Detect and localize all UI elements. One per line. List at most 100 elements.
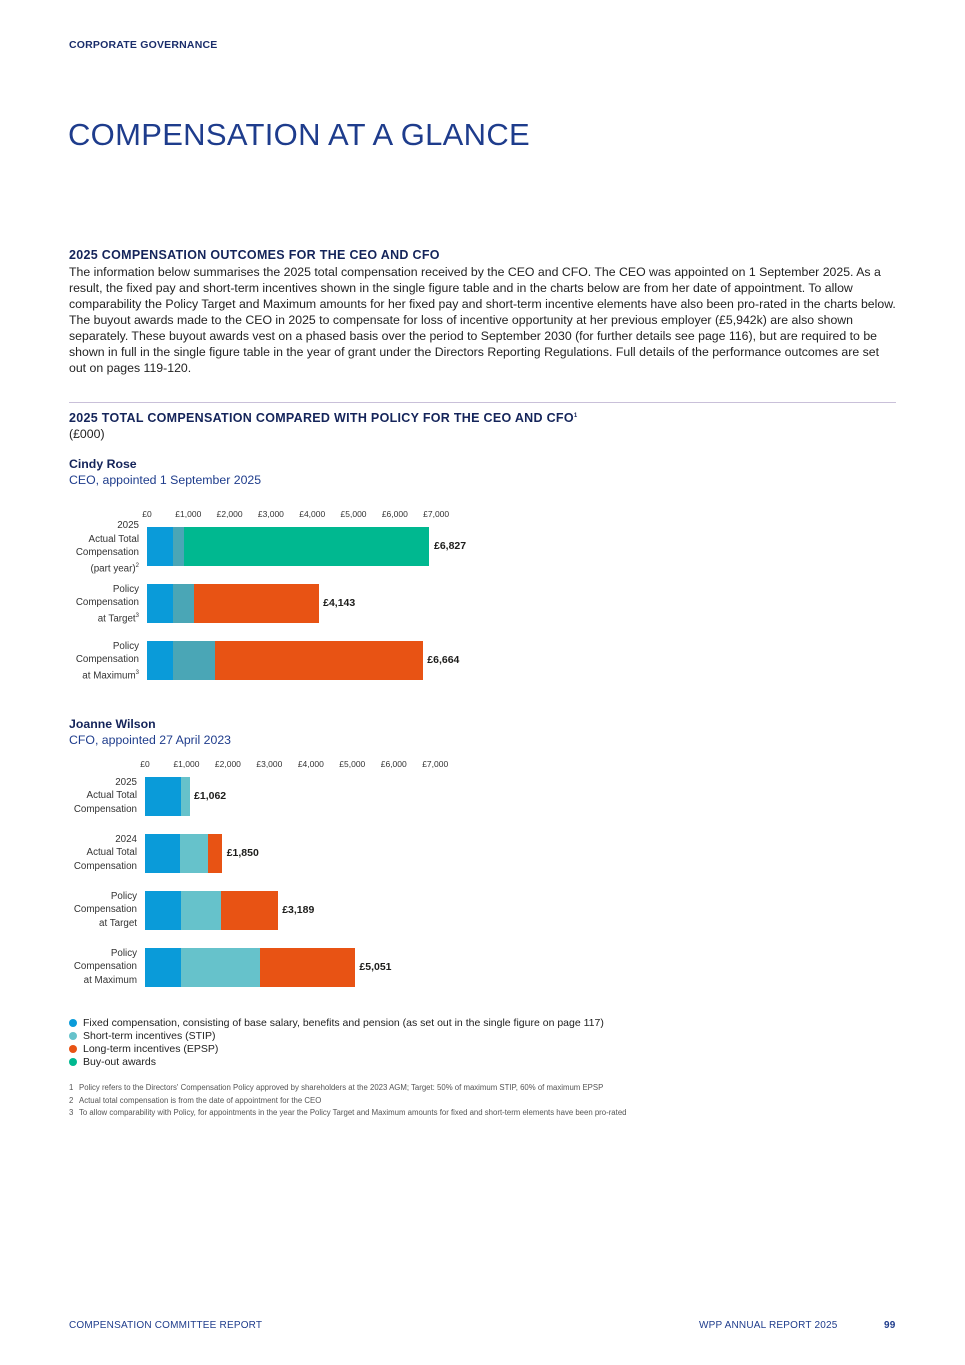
charts-heading: 2025 TOTAL COMPENSATION COMPARED WITH PO… <box>69 411 578 425</box>
row-label: 2024 Actual Total Compensation <box>17 833 137 874</box>
axis-tick-label: £7,000 <box>423 509 450 519</box>
legend-item: Long-term incentives (EPSP) <box>69 1043 218 1055</box>
row-label-line: 2025 <box>117 520 139 531</box>
row-label: 2025 Actual Total Compensation <box>17 776 137 817</box>
row-label-line: Compensation <box>75 597 139 609</box>
bar-total-label: £5,051 <box>359 961 392 973</box>
bar-segment-epsp <box>208 834 223 873</box>
cfo-role: CFO, appointed 27 April 2023 <box>69 733 232 747</box>
ceo-name: Cindy Rose <box>69 457 137 471</box>
row-label-line: Actual Total <box>88 533 139 545</box>
footer-report: WPP ANNUAL REPORT 2025 <box>699 1320 838 1331</box>
footnote-number: 1 <box>69 1083 74 1092</box>
bar-segment-buyout <box>183 527 430 566</box>
legend-dot-icon <box>69 1045 77 1053</box>
axis-tick-label: £0 <box>140 759 150 769</box>
axis-tick-label: £3,000 <box>256 759 283 769</box>
bar-segment-fixed <box>147 584 174 623</box>
legend-label: Fixed compensation, consisting of base s… <box>83 1017 604 1029</box>
row-label: 2025 Actual Total Compensation (part year)2 <box>19 519 139 575</box>
row-label-line: at Maximum <box>83 974 137 986</box>
footnote-ref: 3 <box>135 669 139 676</box>
row-label-line: at Target <box>99 917 137 929</box>
bar-total-label: £6,827 <box>434 540 467 552</box>
unit-label: (£000) <box>69 427 105 441</box>
row-label-line: (part year)2 <box>90 562 139 574</box>
bar-total-label: £3,189 <box>282 904 315 916</box>
bar-total-label: £4,143 <box>323 597 356 609</box>
bar-total-label: £6,664 <box>427 654 460 666</box>
legend-item: Fixed compensation, consisting of base s… <box>69 1017 604 1029</box>
axis-tick-label: £6,000 <box>380 759 407 769</box>
row-label-line: Policy <box>112 640 139 652</box>
bar-segment-stip <box>180 777 190 816</box>
bar-total-label: £1,850 <box>226 847 259 859</box>
bar-total-label: £1,062 <box>194 790 227 802</box>
cfo-name: Joanne Wilson <box>69 717 156 731</box>
bar-segment-stip <box>180 948 261 987</box>
footnote: 1 Policy refers to the Directors' Compens… <box>69 1083 603 1092</box>
axis-tick-label: £7,000 <box>422 759 449 769</box>
footnote-number: 3 <box>69 1108 74 1117</box>
row-label: Policy Compensation at Target <box>17 890 137 931</box>
footnote: 3 To allow comparability with Policy, for… <box>69 1108 627 1117</box>
axis-tick-label: £3,000 <box>257 509 284 519</box>
footnote-text: Actual total compensation is from the da… <box>79 1095 322 1105</box>
page-number: 99 <box>884 1320 896 1331</box>
footnote-number: 2 <box>69 1095 74 1105</box>
legend-item: Short-term incentives (STIP) <box>69 1030 215 1042</box>
divider <box>69 402 896 403</box>
row-label-line: 2025 <box>115 776 137 788</box>
row-label-line: Compensation <box>75 654 139 666</box>
section-tag: CORPORATE GOVERNANCE <box>69 39 218 51</box>
footnote-text: Policy refers to the Directors' Compensa… <box>79 1083 604 1092</box>
footnote-text: To allow comparability with Policy, for … <box>79 1108 627 1117</box>
bar-segment-fixed <box>147 527 174 566</box>
bar-segment-stip <box>172 527 185 566</box>
bar-segment-stip <box>172 584 195 623</box>
intro-heading: 2025 COMPENSATION OUTCOMES FOR THE CEO A… <box>69 248 440 262</box>
row-label-line: Compensation <box>73 904 137 916</box>
footnote-ref: 3 <box>135 612 139 619</box>
bar-segment-fixed <box>145 891 182 930</box>
row-label: Policy Compensation at Maximum3 <box>19 640 139 683</box>
intro-text: The information below summarises the 202… <box>69 265 896 375</box>
legend-label: Buy-out awards <box>83 1056 156 1068</box>
bar-segment-epsp <box>220 891 278 930</box>
charts-heading-text: 2025 TOTAL COMPENSATION COMPARED WITH PO… <box>69 411 574 425</box>
bar-segment-fixed <box>145 777 182 816</box>
legend-item: Buy-out awards <box>69 1056 156 1068</box>
ceo-role: CEO, appointed 1 September 2025 <box>69 473 262 487</box>
bar-segment-fixed <box>145 948 182 987</box>
bar-segment-stip <box>180 834 209 873</box>
bar-segment-stip <box>180 891 222 930</box>
footnote-ref: 2 <box>135 562 139 569</box>
footer-section: COMPENSATION COMMITTEE REPORT <box>69 1320 263 1331</box>
row-label-line: Policy <box>112 583 139 595</box>
footnote: 2 Actual total compensation is from the d… <box>69 1096 321 1105</box>
legend-label: Long-term incentives (EPSP) <box>83 1043 219 1055</box>
legend-label: Short-term incentives (STIP) <box>83 1030 216 1042</box>
bar-segment-fixed <box>147 641 174 680</box>
axis-tick-label: £6,000 <box>381 509 408 519</box>
row-label-line: Actual Total <box>86 847 137 859</box>
row-label-line: Compensation <box>75 547 139 558</box>
legend-dot-icon <box>69 1019 77 1027</box>
row-label-line: Compensation <box>73 803 137 815</box>
bar-segment-epsp <box>215 641 423 680</box>
axis-tick-label: £2,000 <box>216 509 243 519</box>
axis-tick-label: £1,000 <box>175 509 202 519</box>
axis-tick-label: £1,000 <box>173 759 200 769</box>
row-label-line: 2024 <box>115 833 137 845</box>
page-title: COMPENSATION AT A GLANCE <box>68 117 530 152</box>
axis-tick-label: £0 <box>142 509 152 519</box>
charts-heading-note: 1 <box>573 412 578 419</box>
legend-dot-icon <box>69 1032 77 1040</box>
row-label-line: Policy <box>110 890 137 902</box>
axis-tick-label: £4,000 <box>297 759 324 769</box>
row-label-line: Compensation <box>73 961 137 973</box>
bar-segment-epsp <box>260 948 355 987</box>
row-label-line: at Maximum3 <box>82 669 139 682</box>
bar-segment-stip <box>172 641 216 680</box>
